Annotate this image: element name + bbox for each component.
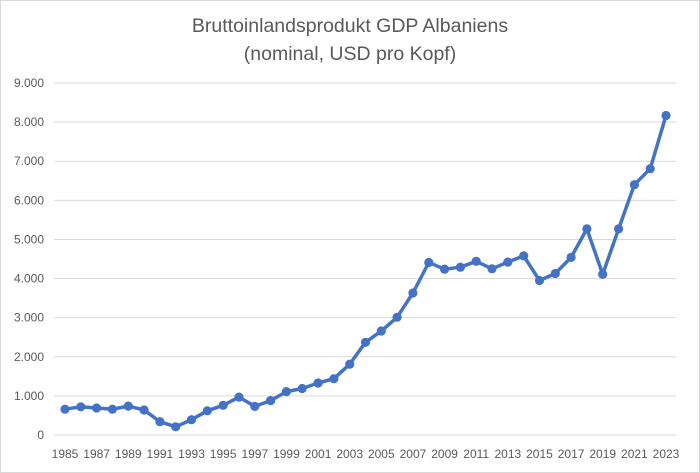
data-point <box>123 401 133 411</box>
data-point <box>629 180 640 190</box>
data-point <box>440 264 450 274</box>
data-point <box>566 252 576 262</box>
data-point <box>76 402 86 412</box>
series-gdp <box>60 110 671 432</box>
x-tick-label: 1985 <box>52 447 79 461</box>
x-tick-label: 1991 <box>147 447 174 461</box>
data-point <box>281 387 291 397</box>
data-point <box>645 164 655 174</box>
x-tick-label: 2009 <box>431 447 458 461</box>
data-point <box>503 257 513 267</box>
data-point <box>661 110 671 121</box>
data-point <box>345 359 355 369</box>
data-point <box>139 405 149 415</box>
data-point <box>266 396 276 406</box>
x-tick-label: 1999 <box>273 447 300 461</box>
data-point <box>202 406 212 416</box>
x-tick-label: 2021 <box>621 447 648 461</box>
data-point <box>424 257 434 268</box>
data-point <box>186 415 197 425</box>
data-point <box>614 224 624 234</box>
data-point <box>408 288 418 298</box>
x-tick-label: 2019 <box>589 447 616 461</box>
data-point <box>471 256 481 266</box>
y-tick-label: 4.000 <box>14 272 44 286</box>
data-point <box>487 264 497 274</box>
y-tick-label: 2.000 <box>14 350 44 364</box>
x-tick-label: 2015 <box>526 447 553 461</box>
x-tick-label: 1989 <box>115 447 142 461</box>
y-tick-label: 3.000 <box>14 311 44 325</box>
data-point <box>329 374 339 384</box>
data-point <box>92 403 102 413</box>
data-point <box>582 224 592 234</box>
y-tick-label: 1.000 <box>14 389 44 403</box>
data-point <box>107 404 117 414</box>
gridlines <box>54 82 676 436</box>
x-tick-label: 2001 <box>305 447 332 461</box>
series-line <box>63 113 668 429</box>
chart-title: Bruttoinlandsprodukt GDP Albaniens <box>191 15 509 37</box>
x-tick-label: 2005 <box>368 447 395 461</box>
y-tick-label: 9.000 <box>14 76 44 90</box>
data-point <box>455 262 465 272</box>
y-tick-label: 7.000 <box>14 154 44 168</box>
data-point <box>60 404 70 414</box>
x-tick-label: 2007 <box>400 447 427 461</box>
x-tick-label: 1987 <box>83 447 110 461</box>
x-tick-label: 2013 <box>494 447 521 461</box>
data-point <box>550 268 560 279</box>
x-tick-label: 2017 <box>558 447 585 461</box>
x-tick-label: 1993 <box>178 447 205 461</box>
data-point <box>598 269 608 279</box>
y-tick-label: 5.000 <box>14 232 44 246</box>
data-point <box>250 401 260 411</box>
y-tick-label: 6.000 <box>14 193 44 207</box>
data-point <box>376 326 386 336</box>
x-axis-ticks: 1985 1987 1989 1991 1993 1995 1997 1999 2001 2003… <box>52 447 680 461</box>
y-axis-ticks: 0 1.000 2.000 3.000 4.000 5.000 6.000 7.000 8.00… <box>14 76 44 442</box>
x-tick-label: 2023 <box>653 447 680 461</box>
x-tick-label: 2003 <box>336 447 363 461</box>
data-point <box>155 417 165 427</box>
y-tick-label: 8.000 <box>14 115 44 129</box>
data-point <box>534 275 545 286</box>
y-tick-label: 0 <box>37 428 44 442</box>
data-point <box>171 422 181 432</box>
data-point <box>360 337 371 347</box>
x-tick-label: 1995 <box>210 447 237 461</box>
x-tick-label: 1997 <box>241 447 268 461</box>
chart-subtitle: (nominal, USD pro Kopf) <box>243 43 457 65</box>
data-point <box>234 392 244 402</box>
data-point <box>392 312 402 322</box>
x-tick-label: 2011 <box>463 447 489 461</box>
data-point <box>218 400 228 410</box>
data-point <box>519 251 529 261</box>
data-point <box>313 378 323 388</box>
data-point <box>297 383 307 394</box>
